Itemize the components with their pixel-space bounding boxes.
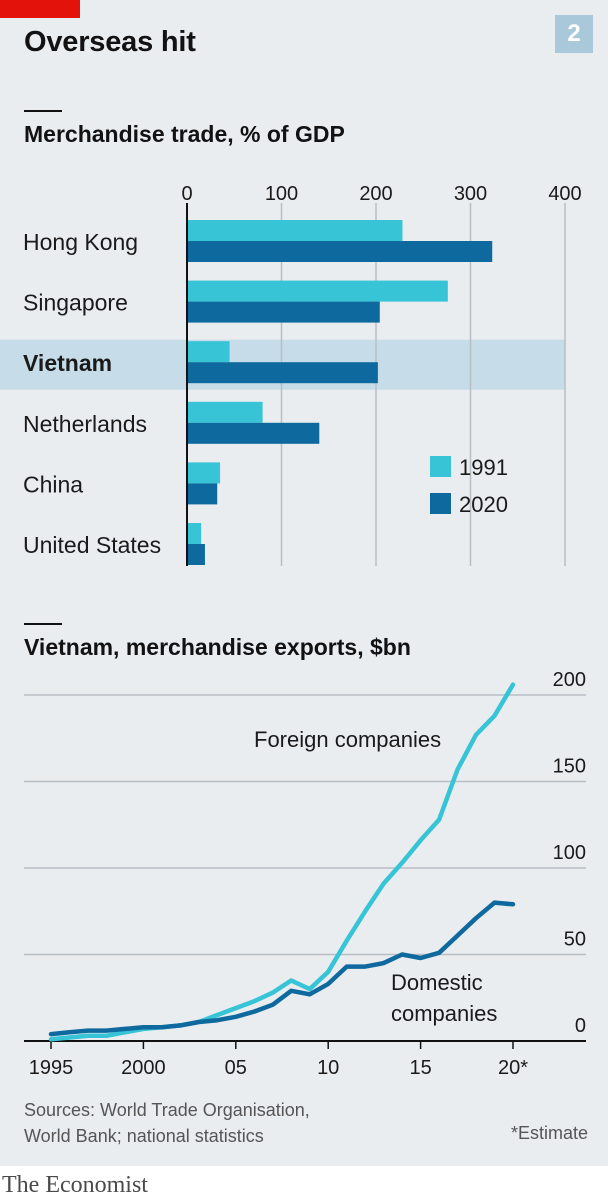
bar-x-tick-label: 400 <box>548 183 581 205</box>
bar-category-label: Singapore <box>23 290 128 316</box>
bar-1991 <box>187 401 263 423</box>
section-rule-1 <box>24 110 62 112</box>
line-x-tick-label: 05 <box>225 1057 247 1079</box>
red-tag <box>0 0 80 18</box>
bar-category-label: Netherlands <box>23 411 147 437</box>
bar-chart-title: Merchandise trade, % of GDP <box>24 121 345 147</box>
bar-category-label: United States <box>23 532 161 558</box>
footer-band <box>0 1166 608 1202</box>
headline: Overseas hit <box>24 26 196 58</box>
bar-1991 <box>187 462 221 484</box>
bar-1991 <box>187 341 230 363</box>
estimate-note: *Estimate <box>510 1123 588 1143</box>
section-rule-2 <box>24 623 62 625</box>
bar-category-label: Vietnam <box>23 350 112 376</box>
bar-1991 <box>187 280 448 302</box>
series-label-foreign: Foreign companies <box>254 727 441 752</box>
brand-logo: The Economist <box>2 1172 148 1198</box>
legend-swatch-2020 <box>430 493 451 514</box>
chart-number: 2 <box>555 15 593 53</box>
line-y-tick-label: 200 <box>553 669 586 691</box>
bar-2020 <box>187 483 218 505</box>
bar-category-label: China <box>23 471 83 497</box>
bar-1991 <box>187 523 202 544</box>
line-series-domestic <box>48 900 516 1037</box>
legend-label-2020: 2020 <box>459 492 508 517</box>
source-line-1: Sources: World Trade Organisation, <box>24 1100 310 1120</box>
bar-2020 <box>187 301 380 323</box>
bar-2020 <box>187 422 320 444</box>
source-note: Sources: World Trade Organisation, World… <box>24 1097 310 1149</box>
line-x-tick-label: 15 <box>409 1057 431 1079</box>
bar-2020 <box>187 544 205 565</box>
series-label-domestic-1: Domestic <box>391 970 483 995</box>
source-line-2: World Bank; national statistics <box>24 1126 264 1146</box>
line-y-tick-label: 100 <box>553 842 586 864</box>
line-chart-title: Vietnam, merchandise exports, $bn <box>24 634 411 660</box>
bar-x-tick-label: 0 <box>181 183 192 205</box>
line-x-tick-label: 20* <box>498 1057 528 1079</box>
bar-1991 <box>187 220 403 241</box>
bar-x-tick-label: 200 <box>359 183 392 205</box>
line-x-tick-label: 10 <box>317 1057 339 1079</box>
line-y-tick-label: 0 <box>575 1015 586 1037</box>
legend-swatch-1991 <box>430 456 451 477</box>
bar-x-tick-label: 100 <box>265 183 298 205</box>
legend-label-1991: 1991 <box>459 455 508 480</box>
bar-2020 <box>187 241 493 262</box>
line-series-foreign <box>48 682 516 1042</box>
bar-x-tick-label: 300 <box>454 183 487 205</box>
line-y-tick-label: 50 <box>564 929 586 951</box>
line-x-tick-label: 1995 <box>29 1057 74 1079</box>
series-label-domestic-2: companies <box>391 1001 497 1026</box>
line-x-tick-label: 2000 <box>121 1057 166 1079</box>
line-y-tick-label: 150 <box>553 756 586 778</box>
bar-category-label: Hong Kong <box>23 229 138 255</box>
bar-2020 <box>187 362 378 384</box>
